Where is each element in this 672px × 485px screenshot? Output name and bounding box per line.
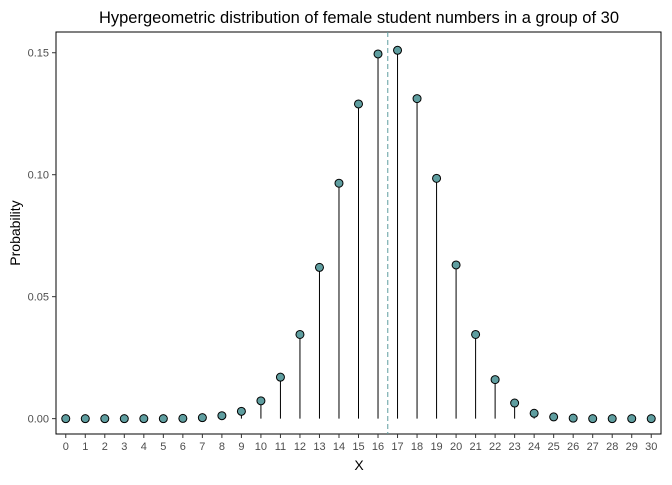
data-point-16 (373, 49, 383, 59)
data-point-3 (119, 414, 129, 424)
data-point-8 (217, 411, 227, 421)
data-point-9 (236, 406, 246, 416)
x-tick-label: 9 (238, 441, 244, 453)
data-point-24 (529, 408, 539, 418)
x-tick-label: 17 (391, 441, 403, 453)
x-tick-label: 10 (255, 441, 267, 453)
x-tick-label: 23 (509, 441, 521, 453)
y-tick-label: 0.10 (28, 170, 49, 182)
data-point-22 (490, 375, 500, 385)
data-point-7 (197, 413, 207, 423)
x-tick-label: 18 (411, 441, 423, 453)
x-tick-label: 4 (141, 441, 147, 453)
data-point-5 (158, 414, 168, 424)
data-point-15 (354, 99, 363, 109)
x-tick-label: 13 (313, 441, 325, 453)
points-layer (61, 45, 656, 424)
x-tick-label: 26 (567, 441, 579, 453)
data-point-2 (100, 414, 110, 424)
data-point-13 (314, 262, 324, 272)
y-tick-label: 0.05 (28, 292, 49, 304)
x-tick-label: 25 (548, 441, 560, 453)
data-point-4 (139, 414, 149, 424)
x-tick-label: 2 (102, 441, 108, 453)
data-point-20 (451, 260, 461, 270)
data-point-28 (607, 414, 617, 424)
data-point-27 (588, 414, 598, 424)
data-point-11 (275, 372, 285, 382)
data-point-29 (627, 414, 637, 424)
data-point-23 (510, 398, 520, 408)
y-tick-label: 0.15 (28, 48, 49, 60)
data-point-19 (432, 173, 442, 183)
data-point-18 (412, 94, 422, 104)
y-axis-title: Probability (7, 200, 23, 265)
x-tick-label: 8 (219, 441, 225, 453)
data-point-10 (256, 396, 266, 406)
x-tick-label: 7 (199, 441, 205, 453)
x-tick-label: 19 (430, 441, 442, 453)
x-tick-label: 14 (333, 441, 345, 453)
x-tick-label: 21 (469, 441, 481, 453)
x-tick-label: 27 (587, 441, 599, 453)
x-tick-label: 16 (372, 441, 384, 453)
data-point-21 (471, 329, 481, 339)
x-tick-label: 11 (275, 441, 286, 453)
data-point-30 (646, 414, 656, 424)
x-axis: 0 1 2 3 4 5 6 7 8 9 10 11 12 13 14 15 16 17 18 19 20 21 22 23 24… (63, 434, 657, 453)
x-tick-label: 22 (489, 441, 501, 453)
x-axis-title: X (354, 457, 364, 473)
x-tick-label: 1 (82, 441, 88, 453)
chart-title: Hypergeometric distribution of female st… (99, 9, 619, 27)
data-point-25 (549, 412, 559, 422)
x-tick-label: 12 (294, 441, 306, 453)
x-tick-label: 15 (352, 441, 364, 453)
x-tick-label: 29 (626, 441, 638, 453)
x-tick-label: 6 (180, 441, 186, 453)
x-tick-label: 28 (606, 441, 618, 453)
x-tick-label: 30 (645, 441, 657, 453)
x-tick-label: 3 (121, 441, 127, 453)
x-tick-label: 24 (528, 441, 540, 453)
data-point-17 (393, 45, 403, 55)
data-point-0 (61, 414, 71, 424)
data-point-6 (178, 413, 188, 423)
stems-layer (182, 50, 574, 419)
y-axis: 0.00 0.05 0.10 0.15 (28, 48, 56, 426)
data-point-1 (80, 414, 90, 424)
x-tick-label: 5 (160, 441, 166, 453)
y-tick-label: 0.00 (28, 414, 49, 426)
x-tick-label: 0 (63, 441, 69, 453)
data-point-26 (568, 413, 578, 423)
data-point-14 (334, 178, 344, 188)
x-tick-label: 20 (450, 441, 462, 453)
data-point-12 (295, 329, 305, 339)
